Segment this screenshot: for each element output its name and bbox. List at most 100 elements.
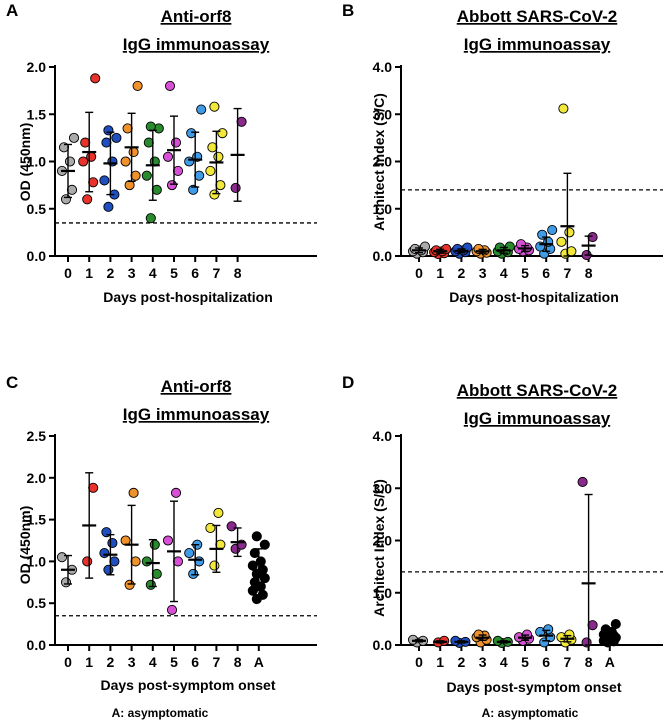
data-point — [99, 547, 110, 559]
x-tick-label: 8 — [234, 654, 242, 670]
data-point — [547, 224, 558, 236]
panel-d-title-line1: Abbott SARS-CoV-2 — [457, 381, 618, 400]
data-point — [120, 156, 131, 167]
data-point — [132, 80, 143, 91]
data-point — [82, 194, 93, 205]
y-tick-label: 0.0 — [373, 248, 393, 264]
x-tick-label: 2 — [458, 265, 466, 281]
data-point — [130, 170, 141, 181]
x-tick-label: 3 — [479, 265, 487, 281]
panel-a: A Anti-orf8 IgG immunoassay OD (450nm) D… — [6, 1, 317, 305]
x-tick-label: 5 — [170, 654, 178, 670]
y-tick-label: 0.5 — [27, 201, 47, 217]
panel-a-ylabel: OD (450nm) — [17, 123, 33, 202]
x-tick-label: 4 — [149, 654, 157, 670]
data-point — [124, 579, 135, 590]
data-point — [103, 564, 114, 575]
x-tick-label: 2 — [458, 654, 466, 670]
data-point — [537, 229, 548, 240]
x-tick-label: 0 — [415, 265, 423, 281]
panel-d-title-line2: IgG immunoassay — [464, 409, 611, 428]
data-point — [103, 201, 114, 212]
x-tick-label: 4 — [149, 265, 157, 281]
panel-d-ylabel: Architect Index (S/C) — [371, 479, 387, 617]
x-tick-label: 1 — [85, 265, 93, 281]
panel-d-xlabel: Days post-symptom onset — [446, 679, 621, 695]
data-point — [162, 535, 174, 546]
data-point — [145, 579, 156, 590]
data-point — [226, 521, 237, 532]
data-point — [215, 180, 226, 191]
data-point — [194, 170, 205, 181]
data-point — [101, 137, 112, 148]
x-tick-label: 5 — [170, 265, 178, 281]
panel-letter-b: B — [342, 1, 354, 20]
panel-c-ylabel: OD (450nm) — [17, 506, 33, 585]
x-tick-label: 8 — [234, 265, 242, 281]
data-point — [209, 189, 220, 200]
panel-b: B Abbott SARS-CoV-2 IgG immunoassay Arch… — [342, 1, 663, 305]
data-point — [68, 132, 80, 143]
data-point — [64, 156, 76, 167]
data-point — [122, 123, 133, 134]
data-point — [145, 121, 156, 132]
y-tick-label: 1.0 — [373, 585, 393, 601]
data-point — [107, 156, 118, 167]
data-point — [236, 116, 247, 127]
panel-d: D Abbott SARS-CoV-2 IgG immunoassay Arch… — [342, 373, 663, 720]
y-tick-label: 2.0 — [373, 154, 393, 170]
y-tick-label: 3.0 — [373, 480, 393, 496]
data-point — [209, 560, 220, 571]
data-point — [184, 547, 195, 559]
panel-c: C Anti-orf8 IgG immunoassay OD (450nm) D… — [6, 373, 317, 720]
data-point — [249, 547, 260, 559]
data-point — [164, 80, 176, 91]
data-point — [188, 568, 199, 579]
x-tick-label: 1 — [85, 654, 93, 670]
x-tick-label: 7 — [564, 265, 572, 281]
panel-d-plot: 0.0 1.0 2.0 3.0 4.0 0 1 2 3 4 5 6 7 8 A — [373, 428, 663, 670]
panel-a-plot: 0.0 0.5 1.0 1.5 2.0 0 1 2 3 4 5 6 7 8 — [27, 59, 317, 281]
data-point — [564, 227, 575, 238]
data-point — [103, 125, 114, 136]
panel-a-xlabel: Days post-hospitalization — [103, 289, 273, 305]
data-point — [207, 142, 218, 153]
data-point — [80, 137, 91, 148]
y-tick-label: 0.0 — [373, 637, 393, 653]
x-tick-label: 6 — [191, 265, 199, 281]
panel-b-title-line1: Abbott SARS-CoV-2 — [457, 7, 618, 26]
y-tick-label: 4.0 — [373, 428, 393, 444]
data-point — [143, 137, 154, 148]
y-tick-label: 3.0 — [373, 106, 393, 122]
data-point — [543, 624, 554, 635]
data-point — [209, 101, 220, 112]
x-tick-label: 6 — [542, 654, 550, 670]
y-tick-label: 2.5 — [27, 428, 47, 444]
data-point — [130, 556, 141, 567]
data-point — [577, 476, 588, 488]
data-point — [251, 531, 262, 542]
x-tick-label: 5 — [521, 654, 529, 670]
data-point — [196, 104, 207, 115]
data-point — [205, 522, 216, 534]
panel-b-ylabel: Architect Index (S/C) — [371, 93, 387, 231]
panel-letter-d: D — [342, 373, 354, 392]
y-tick-label: 1.5 — [27, 106, 47, 122]
data-point — [88, 482, 99, 493]
panel-c-plot: 0.0 0.5 1.0 1.5 2.0 2.5 0 1 2 3 4 5 6 7 8 A — [27, 428, 317, 670]
x-tick-label: 3 — [128, 654, 136, 670]
panel-letter-c: C — [6, 373, 18, 392]
data-point — [170, 137, 182, 148]
x-tick-label: 7 — [213, 654, 221, 670]
panel-a-title-line1: Anti-orf8 — [161, 7, 232, 26]
x-tick-label: 8 — [585, 265, 593, 281]
data-point — [90, 73, 101, 84]
x-tick-label: 4 — [500, 265, 508, 281]
data-point — [151, 568, 162, 579]
y-tick-label: 2.0 — [27, 59, 47, 75]
data-point — [600, 624, 611, 635]
data-point — [255, 556, 266, 567]
data-point — [109, 556, 120, 567]
data-point — [587, 232, 598, 243]
